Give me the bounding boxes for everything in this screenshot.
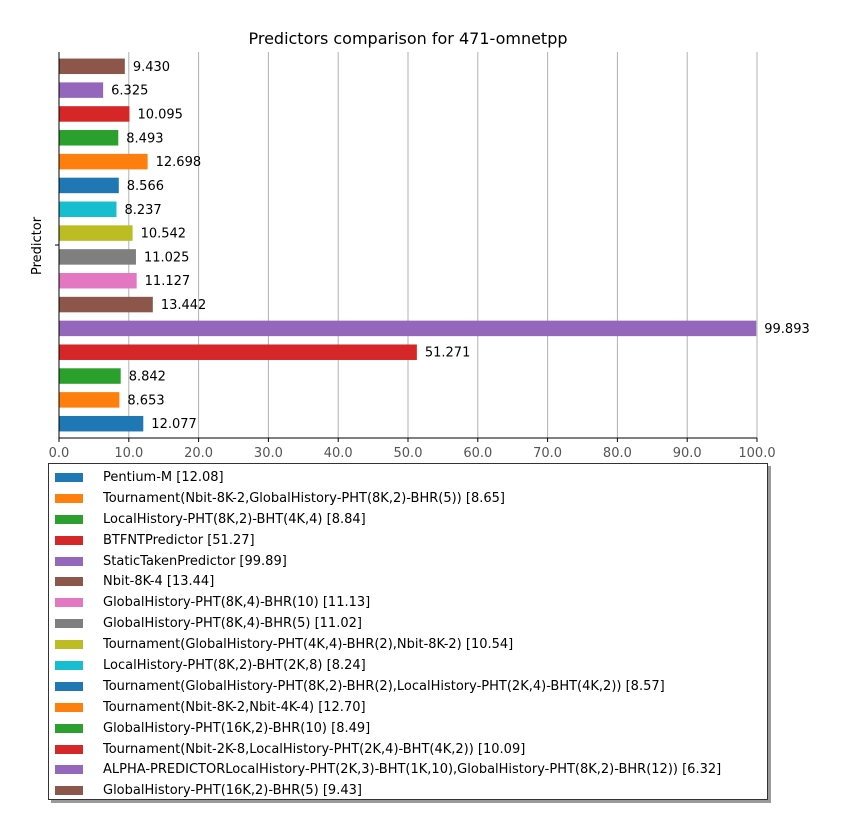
legend-label: GlobalHistory-PHT(8K,4)-BHR(5) [11.02]	[103, 616, 362, 632]
legend-label: Pentium-M [12.08]	[103, 469, 224, 485]
bar	[59, 106, 130, 122]
bar-value-label: 13.442	[161, 298, 207, 313]
legend-label: Tournament(GlobalHistory-PHT(8K,2)-BHR(2…	[103, 678, 665, 694]
x-tick-label: 10.0	[114, 446, 143, 460]
x-tick-label: 70.0	[533, 446, 562, 460]
x-tick-label: 100.0	[738, 446, 775, 460]
bars	[59, 58, 757, 432]
legend-swatch	[55, 765, 83, 775]
legend-label: Tournament(Nbit-2K-8,LocalHistory-PHT(2K…	[103, 741, 526, 757]
x-tick-label: 90.0	[673, 446, 702, 460]
legend-swatch	[55, 723, 83, 733]
bar	[59, 201, 117, 218]
legend: Pentium-M [12.08] Tournament(Nbit-8K-2,Gl…	[48, 463, 768, 800]
legend-item: GlobalHistory-PHT(8K,4)-BHR(10) [11.13]	[49, 592, 767, 613]
legend-swatch	[55, 493, 83, 503]
x-tick-label: 0.0	[49, 446, 70, 460]
legend-item: Tournament(Nbit-8K-2,Nbit-4K-4) [12.70]	[49, 697, 767, 718]
legend-item: Tournament(Nbit-8K-2,GlobalHistory-PHT(8…	[49, 488, 767, 509]
bar-value-label: 99.893	[764, 322, 810, 337]
legend-swatch	[55, 577, 83, 587]
legend-swatch	[55, 744, 83, 754]
legend-swatch	[55, 514, 83, 524]
bar	[59, 225, 133, 241]
legend-label: Tournament(Nbit-8K-2,Nbit-4K-4) [12.70]	[103, 699, 366, 715]
bar	[59, 368, 121, 384]
bar-value-label: 8.493	[126, 131, 163, 146]
legend-label: GlobalHistory-PHT(8K,4)-BHR(10) [11.13]	[103, 595, 371, 611]
legend-item: GlobalHistory-PHT(16K,2)-BHR(10) [8.49]	[49, 718, 767, 739]
bar-value-label: 8.237	[124, 203, 161, 218]
legend-label: Tournament(GlobalHistory-PHT(4K,4)-BHR(2…	[103, 637, 514, 653]
bar	[59, 153, 148, 170]
bar-value-label: 10.542	[141, 227, 187, 242]
legend-label: Nbit-8K-4 [13.44]	[103, 574, 215, 590]
legend-label: StaticTakenPredictor [99.89]	[103, 553, 287, 569]
bar-value-label: 8.653	[127, 393, 164, 408]
legend-swatch	[55, 535, 83, 545]
bar	[59, 344, 417, 360]
legend-item: StaticTakenPredictor [99.89]	[49, 551, 767, 572]
legend-swatch	[55, 681, 83, 691]
bar-value-label: 8.566	[127, 179, 164, 194]
x-tick-label: 30.0	[254, 446, 283, 460]
legend-swatch	[55, 598, 83, 608]
bar-value-label: 6.325	[111, 84, 148, 99]
bar-value-label: 11.025	[144, 250, 190, 265]
legend-item: Tournament(GlobalHistory-PHT(4K,4)-BHR(2…	[49, 634, 767, 655]
legend-item: Pentium-M [12.08]	[49, 467, 767, 488]
x-tick-label: 50.0	[394, 446, 423, 460]
legend-label: Tournament(Nbit-8K-2,GlobalHistory-PHT(8…	[103, 490, 505, 506]
legend-item: GlobalHistory-PHT(16K,2)-BHR(5) [9.43]	[49, 780, 767, 801]
legend-swatch	[55, 786, 83, 796]
legend-item: Tournament(GlobalHistory-PHT(8K,2)-BHR(2…	[49, 676, 767, 697]
x-tick-label: 80.0	[603, 446, 632, 460]
legend-swatch	[55, 619, 83, 629]
bar	[59, 392, 120, 408]
legend-label: LocalHistory-PHT(8K,2)-BHT(2K,8) [8.24]	[103, 657, 366, 673]
legend-swatch	[55, 660, 83, 670]
legend-label: BTFNTPredictor [51.27]	[103, 532, 255, 548]
bar	[59, 177, 119, 194]
x-tick-label: 60.0	[463, 446, 492, 460]
bar	[59, 249, 136, 265]
bar-value-label: 51.271	[425, 346, 471, 361]
legend-swatch	[55, 556, 83, 566]
legend-item: ALPHA-PREDICTORLocalHistory-PHT(2K,3)-BH…	[49, 759, 767, 780]
legend-item: Tournament(Nbit-2K-8,LocalHistory-PHT(2K…	[49, 739, 767, 760]
bar	[59, 82, 104, 98]
legend-item: LocalHistory-PHT(8K,2)-BHT(4K,4) [8.84]	[49, 509, 767, 530]
legend-swatch	[55, 702, 83, 712]
legend-item: GlobalHistory-PHT(8K,4)-BHR(5) [11.02]	[49, 613, 767, 634]
bar	[59, 415, 144, 432]
bar-value-label: 8.842	[129, 370, 166, 385]
bar-value-label: 11.127	[145, 274, 191, 289]
legend-label: GlobalHistory-PHT(16K,2)-BHR(5) [9.43]	[103, 783, 362, 799]
chart-title: Predictors comparison for 471-omnetpp	[248, 29, 567, 48]
x-tick-label: 20.0	[184, 446, 213, 460]
bar-chart: Predictors comparison for 471-omnetpp 12…	[30, 29, 810, 460]
bar	[59, 296, 153, 313]
legend-label: LocalHistory-PHT(8K,2)-BHT(4K,4) [8.84]	[103, 511, 366, 527]
legend-item: Nbit-8K-4 [13.44]	[49, 571, 767, 592]
bar-value-label: 9.430	[133, 60, 170, 75]
bar	[59, 320, 757, 337]
legend-swatch	[55, 472, 83, 482]
bar-value-label: 12.077	[151, 417, 197, 432]
legend-item: LocalHistory-PHT(8K,2)-BHT(2K,8) [8.24]	[49, 655, 767, 676]
value-labels: 12.077 8.653 8.842 51.271 99.893 13.442 11.127…	[111, 60, 810, 432]
y-axis-label: Predictor	[30, 216, 45, 275]
bar	[59, 58, 125, 75]
x-tick-label: 40.0	[324, 446, 353, 460]
legend-label: GlobalHistory-PHT(16K,2)-BHR(10) [8.49]	[103, 720, 371, 736]
x-tick-labels: 0.0 10.0 20.0 30.0 40.0 50.0 60.0 70.0 80.0 90.0 1…	[49, 438, 776, 460]
bar	[59, 272, 137, 289]
legend-item: BTFNTPredictor [51.27]	[49, 530, 767, 551]
legend-swatch	[55, 640, 83, 650]
bar	[59, 130, 119, 146]
bar-value-label: 10.095	[137, 107, 183, 122]
bar-value-label: 12.698	[156, 155, 202, 170]
legend-label: ALPHA-PREDICTORLocalHistory-PHT(2K,3)-BH…	[103, 762, 722, 778]
